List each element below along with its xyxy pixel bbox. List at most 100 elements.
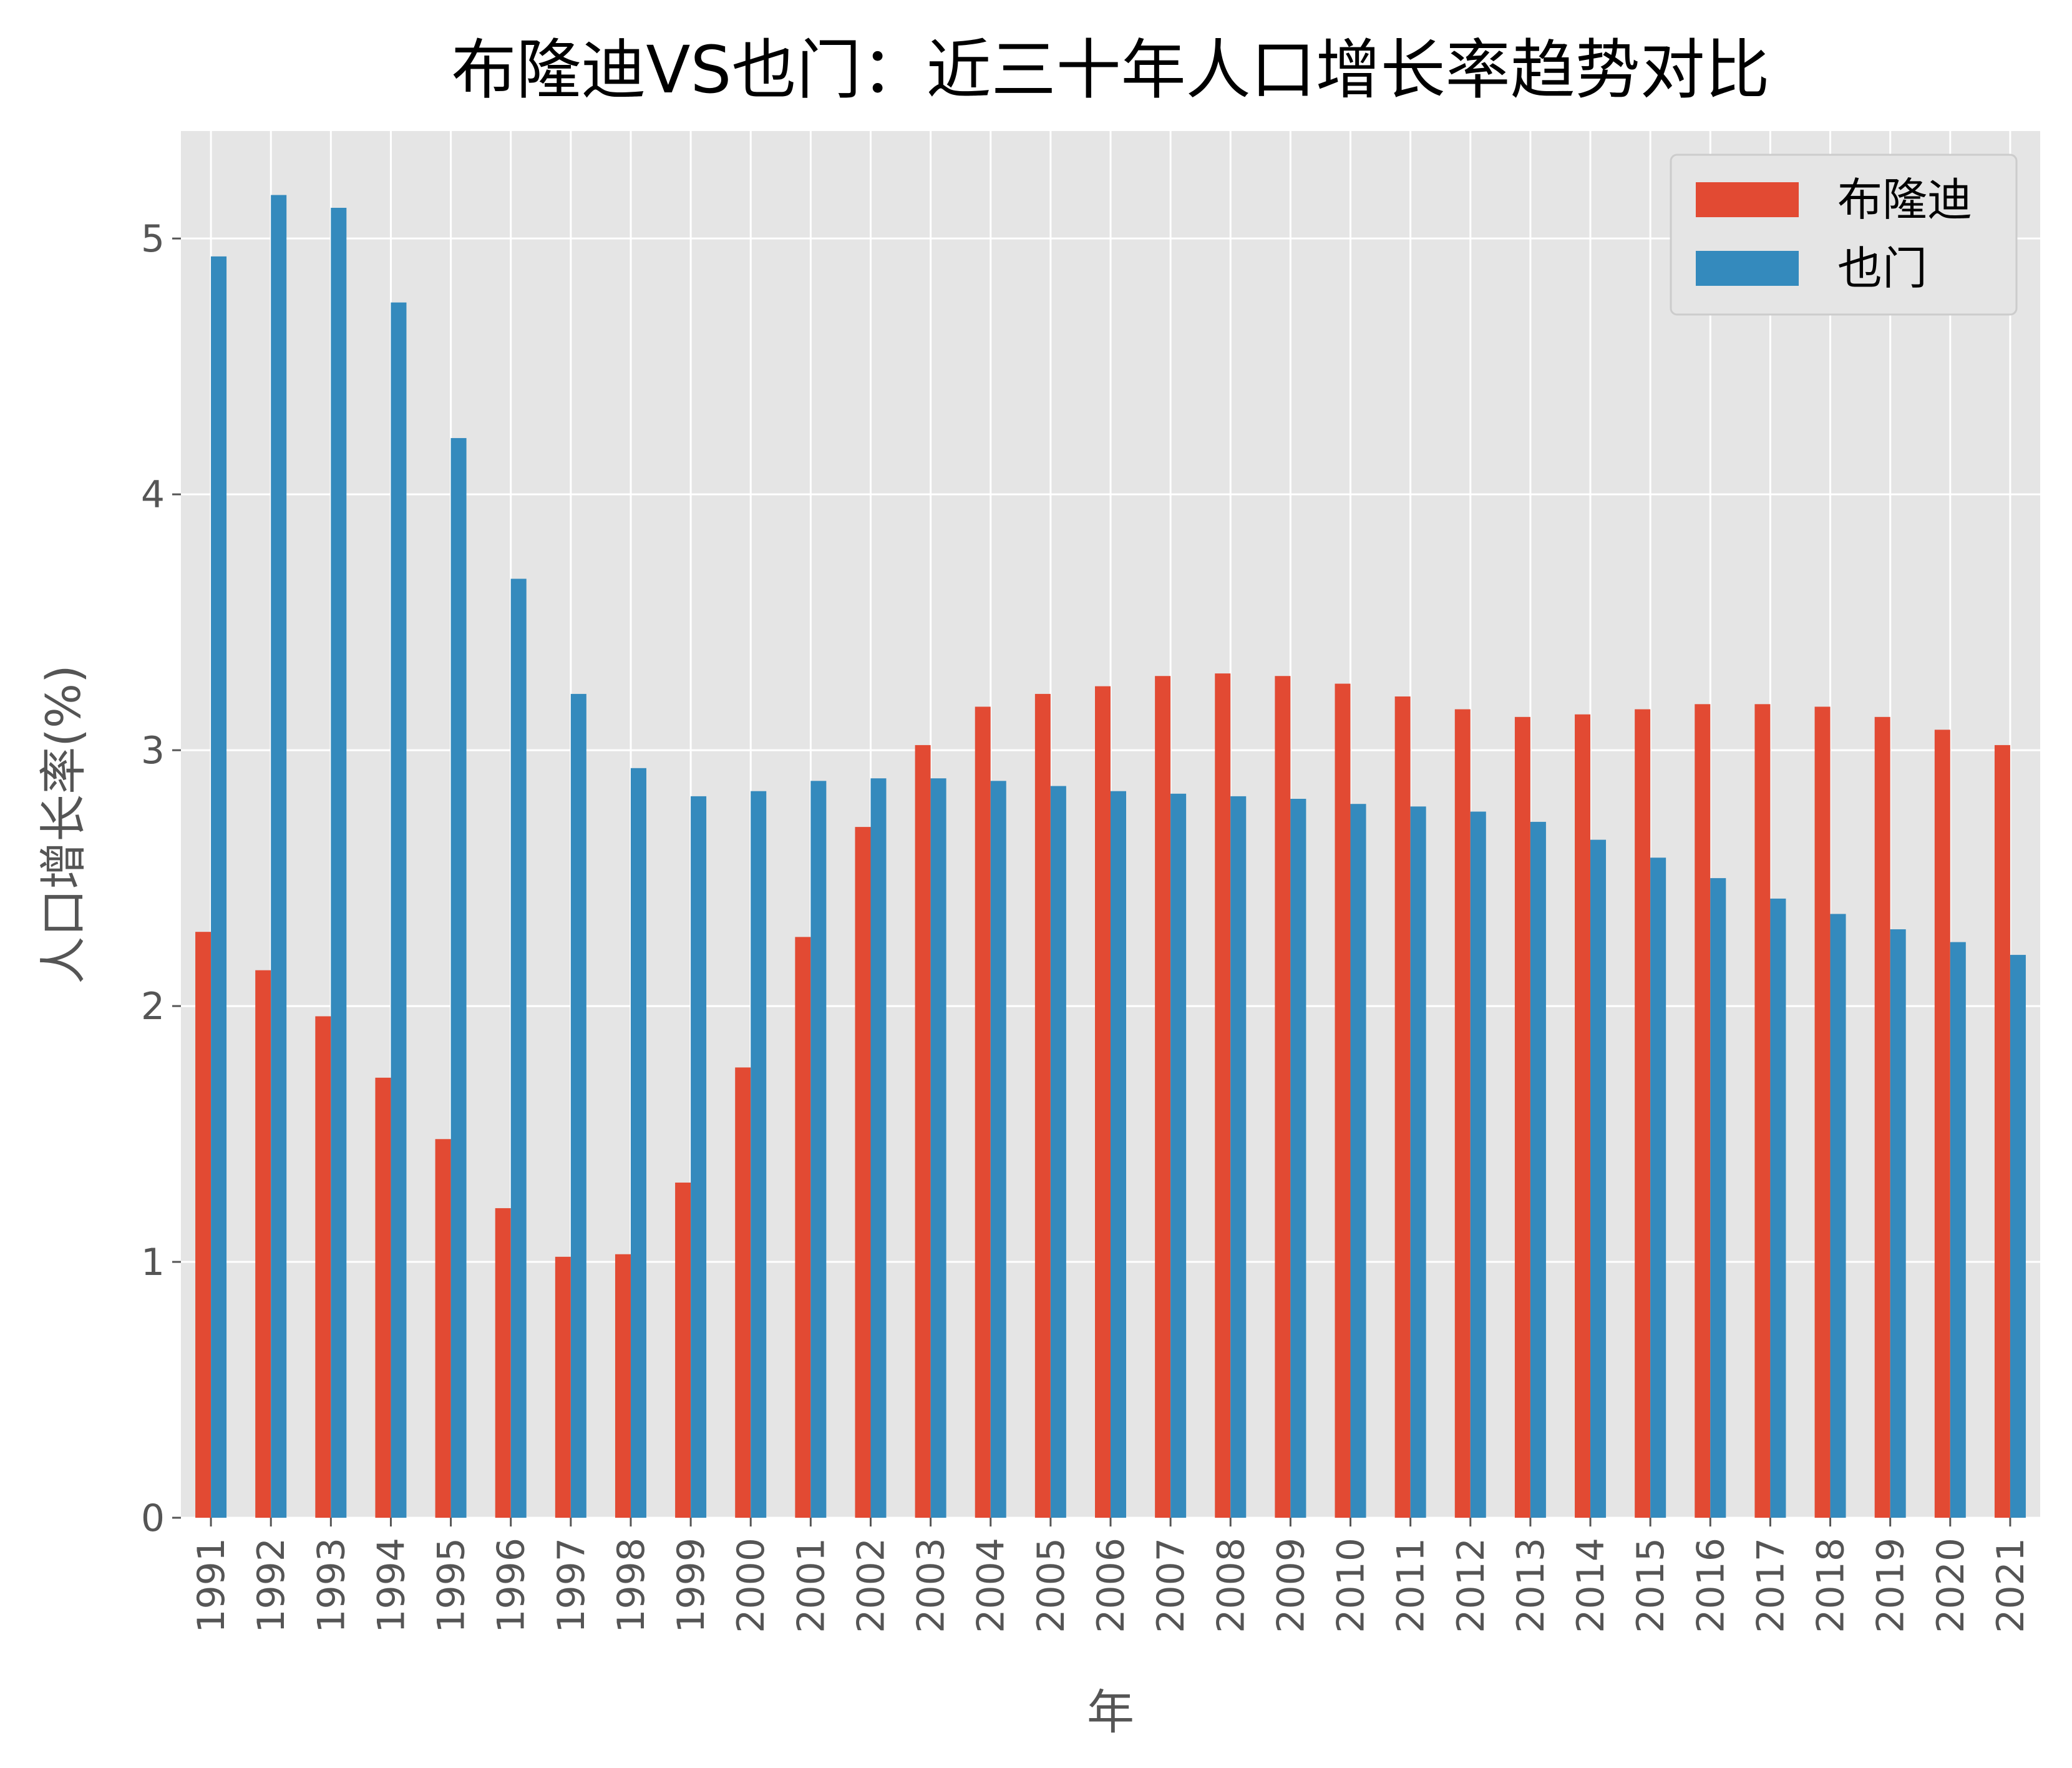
x-tick-label: 2016	[1689, 1538, 1733, 1633]
bar-burundi	[1454, 709, 1471, 1518]
x-tick-label: 2018	[1809, 1538, 1853, 1633]
bar-yemen	[630, 768, 646, 1518]
bar-yemen	[1470, 811, 1486, 1518]
x-tick-label: 2008	[1209, 1538, 1253, 1633]
x-tick-label: 2015	[1629, 1538, 1673, 1633]
bar-yemen	[1230, 796, 1247, 1518]
x-tick-label: 2001	[789, 1538, 833, 1633]
bar-burundi	[1635, 709, 1651, 1518]
x-tick-label: 2004	[970, 1538, 1013, 1633]
x-tick-label: 2014	[1569, 1538, 1613, 1633]
bar-burundi	[1934, 730, 1950, 1518]
bar-burundi	[1994, 745, 2010, 1518]
bar-yemen	[1410, 806, 1426, 1518]
x-tick-label: 2003	[910, 1538, 953, 1633]
bar-burundi	[1275, 676, 1291, 1518]
x-tick-label: 2021	[1989, 1538, 2033, 1633]
y-tick-label: 2	[141, 985, 165, 1028]
legend-label-yemen: 也门	[1837, 242, 1927, 295]
x-tick-label: 2017	[1749, 1538, 1792, 1633]
bar-yemen	[930, 778, 946, 1518]
bar-yemen	[1530, 821, 1546, 1518]
x-tick-label: 1997	[550, 1538, 593, 1633]
y-axis: 0 1 2 3 4 5	[141, 217, 181, 1540]
legend-label-burundi: 布隆迪	[1837, 173, 1972, 226]
x-tick-label: 1994	[369, 1538, 413, 1633]
bar-yemen	[1290, 799, 1306, 1518]
bar-yemen	[510, 579, 527, 1518]
y-tick-label: 1	[141, 1241, 165, 1284]
bar-yemen	[870, 778, 887, 1518]
bar-yemen	[1650, 857, 1666, 1518]
bar-yemen	[1170, 793, 1187, 1518]
x-tick-label: 2019	[1869, 1538, 1913, 1633]
bar-yemen	[211, 256, 227, 1518]
bar-burundi	[1155, 676, 1171, 1518]
x-tick-label: 2000	[729, 1538, 773, 1633]
x-tick-label: 1999	[669, 1538, 713, 1633]
bar-burundi	[915, 745, 931, 1518]
x-axis: 1991 1992 1993 1994 1995 1996 1997 1998 1999 2000…	[190, 1518, 2033, 1633]
x-tick-label: 2020	[1929, 1538, 1973, 1633]
bars	[195, 195, 2026, 1518]
x-tick-label: 2012	[1449, 1538, 1493, 1633]
bar-burundi	[375, 1077, 391, 1518]
chart-title: 布隆迪VS也门：近三十年人口增长率趋势对比	[451, 32, 1769, 108]
x-tick-label: 2007	[1149, 1538, 1193, 1633]
bar-yemen	[331, 207, 347, 1518]
bar-burundi	[1394, 696, 1411, 1518]
x-tick-label: 1998	[610, 1538, 653, 1633]
legend-swatch-yemen	[1696, 251, 1799, 286]
x-tick-label: 2009	[1269, 1538, 1313, 1633]
bar-burundi	[315, 1016, 331, 1518]
x-tick-label: 1996	[490, 1538, 533, 1633]
bar-yemen	[1111, 791, 1126, 1518]
bar-yemen	[751, 791, 767, 1518]
bar-burundi	[1695, 704, 1711, 1518]
bar-yemen	[391, 302, 407, 1518]
bar-yemen	[570, 693, 586, 1518]
bar-yemen	[271, 195, 287, 1518]
bar-yemen	[810, 781, 827, 1518]
x-tick-label: 2002	[849, 1538, 893, 1633]
x-tick-label: 1995	[430, 1538, 474, 1633]
bar-burundi	[1874, 716, 1890, 1518]
bar-burundi	[855, 827, 871, 1518]
x-tick-label: 2011	[1389, 1538, 1433, 1633]
x-tick-label: 1993	[309, 1538, 353, 1633]
y-axis-label: 人口增长率(%)	[36, 665, 91, 984]
bar-burundi	[1514, 716, 1530, 1518]
bar-yemen	[691, 796, 707, 1518]
x-tick-label: 1992	[250, 1538, 293, 1633]
bar-burundi	[675, 1182, 691, 1518]
bar-burundi	[1034, 693, 1051, 1518]
x-tick-label: 1991	[190, 1538, 233, 1633]
bar-yemen	[990, 781, 1006, 1518]
bar-burundi	[255, 970, 271, 1518]
x-tick-label: 2006	[1089, 1538, 1133, 1633]
bar-burundi	[735, 1067, 751, 1518]
bar-yemen	[1770, 898, 1786, 1518]
bar-burundi	[615, 1254, 631, 1518]
bar-yemen	[1830, 914, 1846, 1518]
y-tick-label: 5	[141, 217, 165, 261]
y-tick-label: 0	[141, 1497, 165, 1540]
bar-yemen	[1950, 942, 1966, 1518]
bar-yemen	[450, 437, 467, 1518]
bar-burundi	[195, 932, 212, 1518]
bar-burundi	[975, 706, 991, 1518]
legend: 布隆迪 也门	[1670, 154, 2018, 316]
x-axis-label: 年	[1087, 1684, 1134, 1740]
y-tick-label: 4	[141, 473, 165, 517]
bar-burundi	[1575, 714, 1591, 1518]
legend-swatch-burundi	[1696, 182, 1799, 217]
bar-yemen	[2010, 955, 2026, 1518]
x-tick-label: 2013	[1509, 1538, 1553, 1633]
bar-burundi	[495, 1208, 511, 1518]
bar-burundi	[795, 937, 811, 1518]
bar-burundi	[1215, 673, 1231, 1518]
bar-burundi	[1754, 704, 1771, 1518]
y-tick-label: 3	[141, 729, 165, 773]
bar-yemen	[1350, 804, 1366, 1518]
